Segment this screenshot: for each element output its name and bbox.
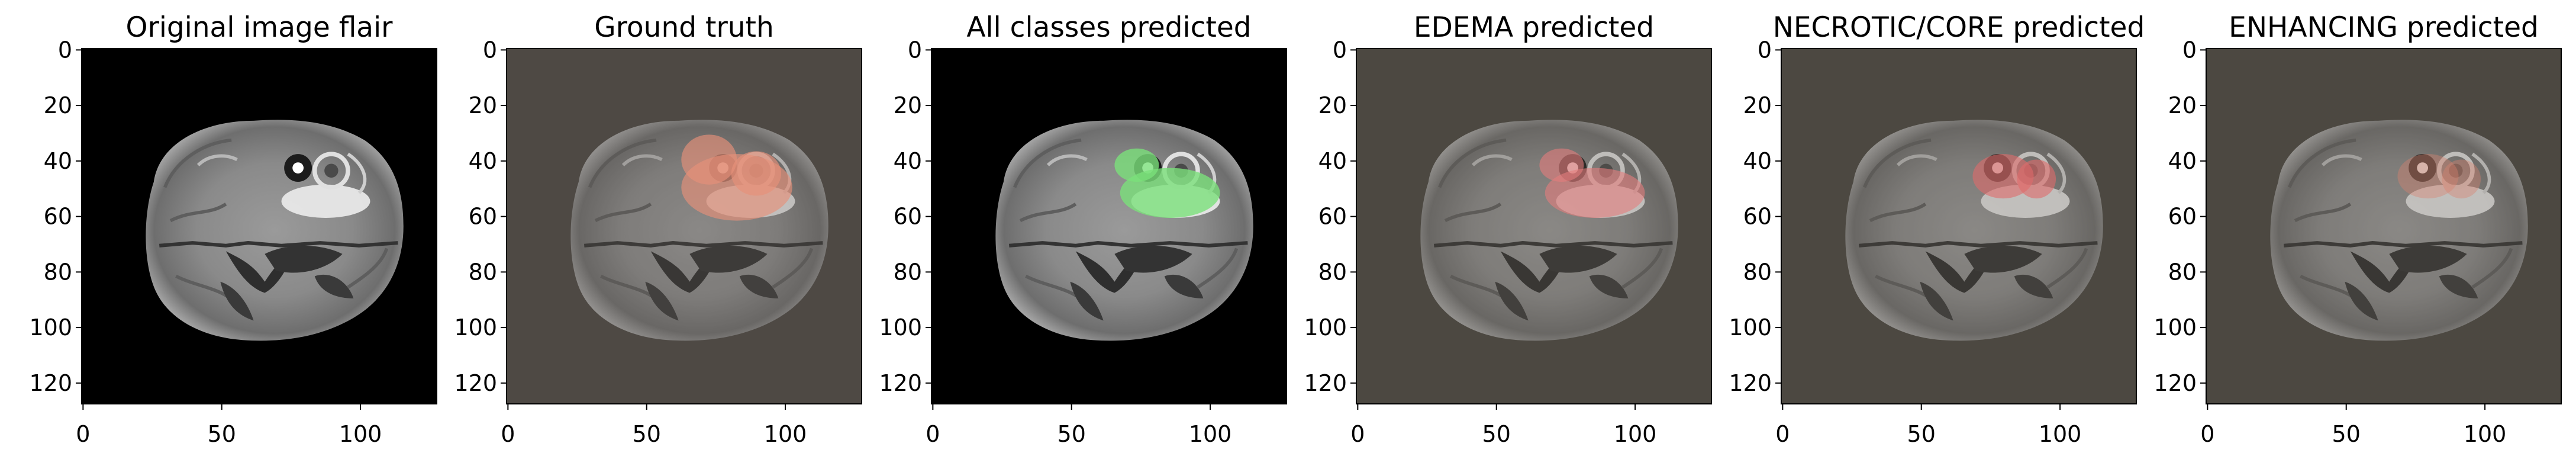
y-tick-label: 80: [2168, 259, 2197, 285]
x-tick-label: 100: [764, 421, 807, 447]
y-tick-label: 0: [1333, 37, 1347, 63]
axes-frame: [81, 48, 437, 404]
panel-3: All classes predicted 0 50 100 0 20 40 60 80 100 1…: [879, 11, 1287, 447]
segmentation-overlay: [2397, 154, 2459, 199]
y-tick-label: 40: [44, 148, 72, 174]
y-tick-label: 120: [2153, 370, 2197, 396]
x-tick-label: 0: [1775, 421, 1790, 447]
panel-title: All classes predicted: [966, 11, 1251, 44]
y-tick-label: 20: [894, 92, 922, 118]
panel-1: Original image flair 0 50 100 0 20 40 60 80 100 12…: [29, 11, 437, 447]
y-tick-label: 100: [1729, 314, 1772, 340]
y-tick-label: 40: [894, 148, 922, 174]
axes-frame: [1781, 48, 2137, 404]
y-tick-label: 0: [483, 37, 497, 63]
panel-title: Original image flair: [126, 11, 394, 44]
y-tick-label: 40: [1743, 148, 1772, 174]
x-tick-label: 100: [2464, 421, 2507, 447]
y-tick-label: 80: [894, 259, 922, 285]
x-tick-label: 50: [1907, 421, 1936, 447]
y-tick-label: 100: [2153, 314, 2197, 340]
x-tick-label: 50: [1058, 421, 1086, 447]
y-tick-label: 100: [879, 314, 922, 340]
y-tick-label: 40: [1318, 148, 1347, 174]
y-tick-label: 60: [1318, 204, 1347, 230]
axes-frame: [931, 48, 1287, 404]
x-tick-label: 50: [2332, 421, 2361, 447]
y-tick-label: 60: [894, 204, 922, 230]
panel-4: EDEMA predicted 0 50 100 0 20 40 60 80 100 120: [1304, 11, 1712, 447]
segmentation-overlay: [1539, 148, 1584, 182]
panel-6: ENHANCING predicted 0 50 100 0 20 40 60 80 100 120: [2153, 11, 2562, 447]
x-tick-label: 0: [501, 421, 515, 447]
segmentation-overlay: [2442, 159, 2481, 199]
panel-title: NECROTIC/CORE predicted: [1773, 11, 2145, 44]
y-tick-label: 120: [454, 370, 497, 396]
y-tick-label: 0: [58, 37, 72, 63]
x-tick-label: 100: [2039, 421, 2082, 447]
y-tick-label: 80: [1318, 259, 1347, 285]
x-tick-label: 50: [633, 421, 661, 447]
x-tick-label: 100: [339, 421, 382, 447]
y-tick-label: 60: [469, 204, 497, 230]
x-tick-label: 0: [76, 421, 90, 447]
y-tick-label: 80: [44, 259, 72, 285]
y-tick-label: 120: [1729, 370, 1772, 396]
segmentation-overlay: [681, 134, 737, 185]
segmentation-overlay: [2017, 159, 2056, 199]
segmentation-overlay: [1114, 148, 1159, 182]
x-tick-label: 0: [1350, 421, 1365, 447]
mask-tint: [2206, 49, 2561, 404]
y-tick-label: 80: [469, 259, 497, 285]
y-tick-label: 60: [1743, 204, 1772, 230]
y-tick-label: 0: [2182, 37, 2197, 63]
y-tick-label: 60: [2168, 204, 2197, 230]
panel-title: ENHANCING predicted: [2229, 11, 2539, 44]
segmentation-overlay: [1972, 154, 2034, 199]
y-tick-label: 20: [2168, 92, 2197, 118]
y-tick-label: 20: [469, 92, 497, 118]
brain-mri-scan: [146, 120, 403, 340]
axes-frame: [1356, 48, 1712, 404]
panel-2: Ground truth 0 50 100 0 20 40 60 80 100 120: [454, 11, 862, 447]
y-tick-label: 0: [908, 37, 922, 63]
mask-tint: [1356, 49, 1711, 404]
axes-frame: [2206, 48, 2562, 404]
y-tick-label: 60: [44, 204, 72, 230]
panel-title: Ground truth: [594, 11, 774, 44]
x-tick-label: 0: [926, 421, 940, 447]
y-tick-label: 100: [29, 314, 72, 340]
panel-title: EDEMA predicted: [1414, 11, 1654, 44]
x-tick-label: 50: [208, 421, 236, 447]
y-tick-label: 120: [879, 370, 922, 396]
y-tick-label: 20: [1318, 92, 1347, 118]
axes-frame: [506, 48, 862, 404]
y-tick-label: 40: [2168, 148, 2197, 174]
y-tick-label: 20: [44, 92, 72, 118]
y-tick-label: 100: [1304, 314, 1347, 340]
y-tick-label: 120: [29, 370, 72, 396]
x-tick-label: 100: [1614, 421, 1657, 447]
y-tick-label: 100: [454, 314, 497, 340]
x-tick-label: 0: [2200, 421, 2214, 447]
y-tick-label: 80: [1743, 259, 1772, 285]
x-tick-label: 50: [1482, 421, 1511, 447]
y-tick-label: 40: [469, 148, 497, 174]
segmentation-overlay: [731, 151, 782, 196]
x-tick-label: 100: [1189, 421, 1232, 447]
mask-tint: [507, 49, 862, 404]
y-tick-label: 120: [1304, 370, 1347, 396]
y-tick-label: 0: [1758, 37, 1772, 63]
y-tick-label: 20: [1743, 92, 1772, 118]
mask-tint: [1781, 49, 2136, 404]
